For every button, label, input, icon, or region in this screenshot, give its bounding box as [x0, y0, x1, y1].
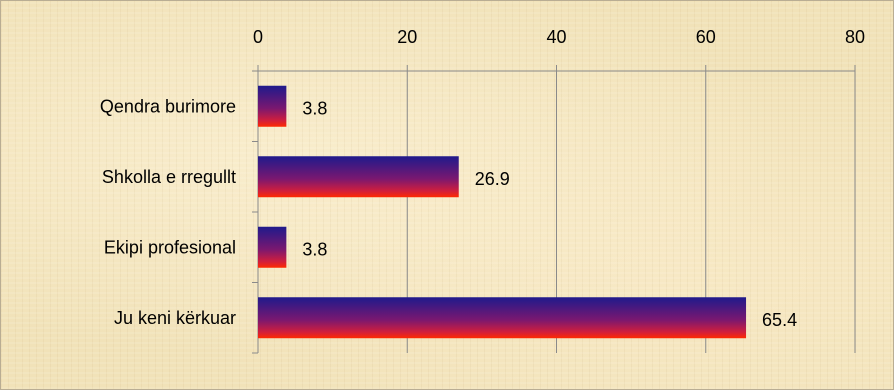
- category-label: Ju keni kërkuar: [114, 308, 236, 328]
- x-tick-label: 40: [546, 27, 566, 47]
- data-label: 3.8: [302, 239, 327, 259]
- x-tick-label: 80: [845, 27, 865, 47]
- category-label: Qendra burimore: [100, 96, 236, 116]
- bar: [258, 226, 287, 268]
- data-label: 65.4: [762, 310, 797, 330]
- x-tick-label: 0: [253, 27, 263, 47]
- x-tick-label: 60: [696, 27, 716, 47]
- bar: [258, 85, 287, 127]
- bar: [258, 297, 747, 339]
- category-label: Shkolla e rregullt: [102, 167, 236, 187]
- data-label: 26.9: [475, 169, 510, 189]
- x-tick-label: 20: [397, 27, 417, 47]
- bar: [258, 156, 459, 198]
- data-label: 3.8: [302, 98, 327, 118]
- category-label: Ekipi profesional: [104, 237, 236, 257]
